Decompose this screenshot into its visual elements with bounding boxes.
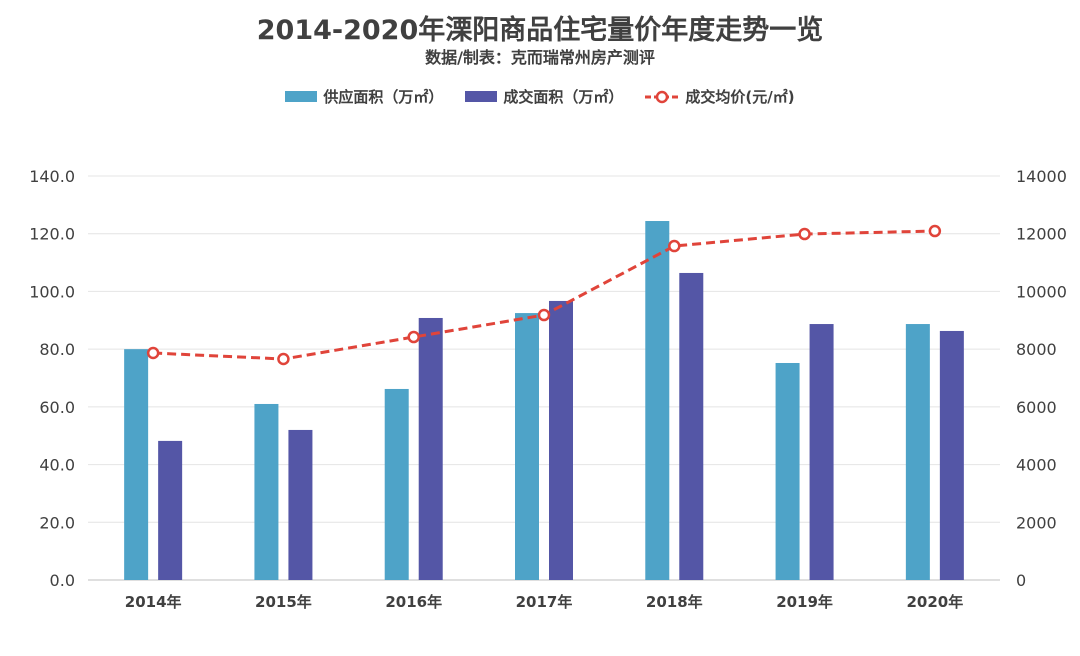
bar-deal bbox=[158, 440, 183, 580]
bar-deal bbox=[939, 330, 964, 580]
y-tick-label: 0.0 bbox=[50, 571, 75, 590]
y-tick-label: 120.0 bbox=[29, 225, 75, 244]
y2-tick-label: 10000 bbox=[1016, 282, 1067, 301]
bar-supply bbox=[645, 221, 670, 580]
bar-deal bbox=[809, 324, 834, 580]
bar-deal bbox=[549, 300, 573, 580]
legend-line-marker bbox=[645, 90, 680, 103]
y2-tick-label: 12000 bbox=[1016, 225, 1067, 244]
bar-deal bbox=[418, 317, 443, 580]
bar-supply bbox=[905, 324, 930, 580]
legend-label: 成交面积（万㎡） bbox=[503, 88, 624, 106]
point-price bbox=[277, 352, 290, 366]
y-tick-label: 140.0 bbox=[29, 167, 75, 186]
point-price bbox=[537, 308, 551, 322]
bar-deal bbox=[679, 272, 704, 580]
legend-label: 成交均价(元/㎡) bbox=[685, 88, 795, 106]
y-tick-label: 40.0 bbox=[39, 456, 75, 475]
bar-supply bbox=[254, 403, 279, 580]
legend-item-supply: 供应面积（万㎡） bbox=[285, 86, 443, 107]
point-price bbox=[928, 224, 942, 238]
x-tick-label: 2020年 bbox=[906, 593, 963, 611]
x-tick-label: 2017年 bbox=[516, 593, 573, 611]
y2-tick-label: 4000 bbox=[1016, 456, 1057, 475]
y2-tick-label: 0 bbox=[1016, 571, 1026, 590]
legend-item-deal: 成交面积（万㎡） bbox=[465, 86, 623, 107]
chart-subtitle: 数据/制表：克而瑞常州房产测评 bbox=[425, 48, 655, 67]
legend-swatch bbox=[465, 91, 498, 102]
point-price bbox=[407, 330, 420, 344]
bar-supply bbox=[775, 362, 800, 580]
legend: 供应面积（万㎡） 成交面积（万㎡） 成交均价(元/㎡) bbox=[0, 86, 1080, 107]
legend-label: 供应面积（万㎡） bbox=[323, 88, 444, 106]
y-tick-label: 100.0 bbox=[29, 282, 75, 301]
y2-tick-label: 2000 bbox=[1016, 513, 1057, 532]
bar-deal bbox=[288, 429, 313, 580]
point-price bbox=[668, 239, 681, 253]
point-price bbox=[798, 227, 811, 241]
y2-tick-label: 6000 bbox=[1016, 398, 1057, 417]
y-tick-label: 80.0 bbox=[39, 340, 75, 359]
x-tick-label: 2016年 bbox=[385, 593, 442, 611]
legend-swatch bbox=[285, 91, 318, 102]
chart-title: 2014-2020年溧阳商品住宅量价年度走势一览 bbox=[256, 15, 824, 46]
x-tick-label: 2018年 bbox=[646, 593, 703, 611]
bar-supply bbox=[124, 349, 149, 580]
bar-supply bbox=[515, 313, 539, 580]
x-tick-label: 2014年 bbox=[125, 593, 182, 611]
x-tick-label: 2015年 bbox=[255, 593, 312, 611]
legend-item-price: 成交均价(元/㎡) bbox=[645, 86, 795, 107]
bar-supply bbox=[384, 388, 409, 580]
y-tick-label: 60.0 bbox=[39, 398, 75, 417]
y2-tick-label: 14000 bbox=[1016, 167, 1067, 186]
y-tick-label: 20.0 bbox=[39, 513, 75, 532]
x-tick-label: 2019年 bbox=[776, 593, 833, 611]
y2-tick-label: 8000 bbox=[1016, 340, 1057, 359]
point-price bbox=[146, 346, 160, 360]
